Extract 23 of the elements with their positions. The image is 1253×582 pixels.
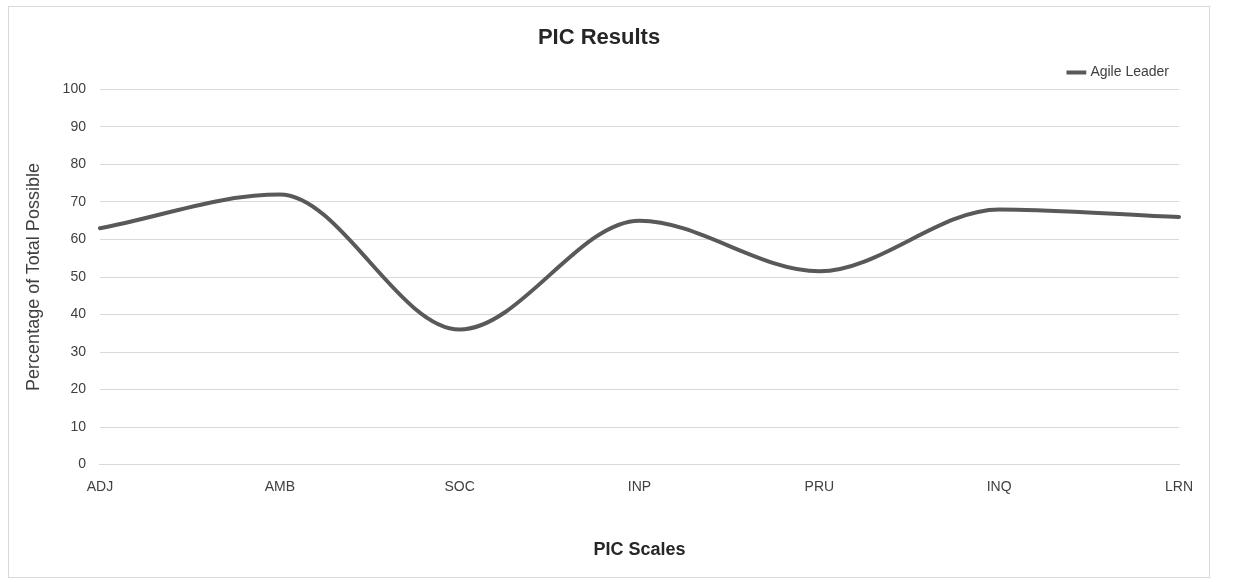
- line-series: [97, 192, 1181, 332]
- y-tick-label: 20: [70, 380, 87, 397]
- x-tick-label: LRN: [1164, 477, 1194, 494]
- x-tick-label: PRU: [804, 477, 835, 494]
- y-tick-label: 30: [70, 342, 87, 359]
- x-axis-title: PIC Scales: [593, 539, 686, 560]
- legend-label: Agile Leader: [1090, 63, 1170, 80]
- y-tick-label: 70: [70, 192, 87, 209]
- y-tick-label: 0: [78, 455, 87, 472]
- x-tick-label: INQ: [986, 477, 1012, 494]
- x-tick-label: AMB: [264, 477, 295, 494]
- y-tick-label: 10: [70, 417, 87, 434]
- x-tick-label: SOC: [444, 477, 475, 494]
- y-tick-label: 50: [70, 267, 87, 284]
- x-tick-label: ADJ: [86, 477, 114, 494]
- y-tick-label: 60: [70, 230, 87, 247]
- y-axis-title: Percentage of Total Possible: [22, 163, 43, 391]
- y-tick-label: 80: [70, 155, 87, 172]
- chart-title: PIC Results: [537, 24, 661, 50]
- x-tick-label: INP: [627, 477, 652, 494]
- y-tick-label: 40: [70, 305, 87, 322]
- y-tick-label: 100: [62, 80, 87, 97]
- y-tick-label: 90: [70, 117, 87, 134]
